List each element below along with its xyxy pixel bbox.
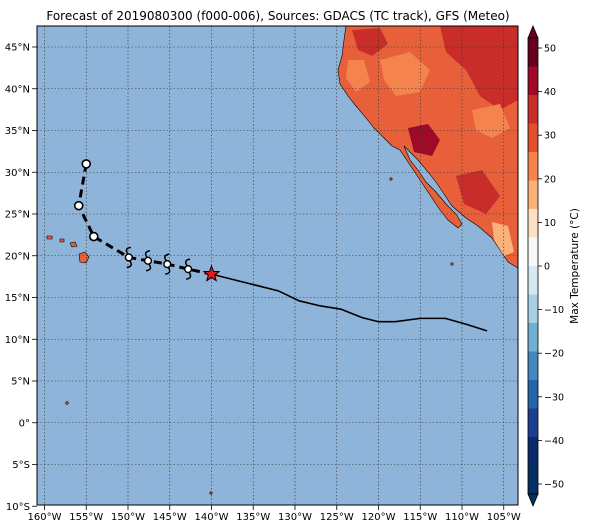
lat-tick-label: 0° <box>19 418 30 429</box>
island-small <box>65 401 69 405</box>
colorbar: 50 40 30 20 10 0 −10 −20 −30 −40 −50 <box>527 24 564 508</box>
past-track-line <box>211 273 488 332</box>
colorbar-tick-label: 10 <box>544 218 556 229</box>
island-small <box>389 177 393 181</box>
colorbar-segment <box>528 152 538 181</box>
temperature-patch <box>456 170 500 214</box>
cyclone-track <box>73 159 488 332</box>
hawaii-oahu <box>59 238 65 243</box>
hurricane-symbol-icon <box>143 250 153 272</box>
island-small <box>209 491 213 495</box>
colorbar-segment <box>528 209 538 238</box>
temperature-patch <box>380 52 430 96</box>
colorbar-segment <box>528 180 538 210</box>
colorbar-tick-label: −30 <box>544 392 564 403</box>
forecast-point-marker <box>81 159 92 169</box>
colorbar-tick-label: 0 <box>544 262 550 273</box>
colorbar-tick-label: 50 <box>544 44 556 55</box>
longitude-axis: 160°W 155°W 150°W 145°W 140°W 135°W 130°W 125°W… <box>28 505 521 523</box>
temperature-patch <box>346 60 370 92</box>
temperature-patches <box>346 26 518 256</box>
colorbar-tick-label: 40 <box>544 87 556 98</box>
lat-tick-label: 35°N <box>5 126 30 137</box>
hawaii-maui <box>69 241 78 248</box>
colorbar-tick-label: −50 <box>544 480 564 491</box>
lon-tick-label: 135°W <box>236 512 270 523</box>
colorbar-min-arrow <box>527 493 539 508</box>
lat-tick-label: 30°N <box>5 168 30 179</box>
colorbar-segment <box>528 95 538 124</box>
lat-tick-label: 5°S <box>12 460 30 471</box>
colorbar-tick-label: −40 <box>544 436 564 447</box>
colorbar-segment <box>528 437 538 466</box>
temperature-patch <box>440 26 518 110</box>
lon-tick-label: 115°W <box>403 512 437 523</box>
lat-tick-label: 20°N <box>5 251 30 262</box>
forecast-point-marker <box>88 231 99 242</box>
colorbar-segment <box>528 38 538 67</box>
colorbar-segment <box>528 408 538 438</box>
colorbar-tick-label: −10 <box>544 305 564 316</box>
lat-tick-label: 40°N <box>5 84 30 95</box>
lon-tick-label: 120°W <box>362 512 396 523</box>
lon-tick-label: 140°W <box>195 512 229 523</box>
hawaii-kauai <box>46 235 53 240</box>
graticule <box>37 26 518 505</box>
lon-tick-label: 105°W <box>487 512 521 523</box>
lat-tick-label: 10°S <box>6 502 30 513</box>
lat-tick-label: 10°N <box>5 335 30 346</box>
map-frame <box>36 25 519 506</box>
lon-tick-label: 155°W <box>69 512 103 523</box>
hurricane-symbol-icon <box>184 258 193 280</box>
colorbar-tick-label: −20 <box>544 349 564 360</box>
storm-position-star <box>202 264 221 282</box>
map-title: Forecast of 2019080300 (f000-006), Sourc… <box>46 9 509 23</box>
lat-tick-label: 15°N <box>5 293 30 304</box>
temperature-patch <box>472 104 510 138</box>
temperature-patch <box>408 124 440 156</box>
hurricane-symbol-icon <box>124 246 133 269</box>
island-small <box>450 262 454 266</box>
lon-tick-label: 125°W <box>320 512 354 523</box>
colorbar-segment <box>528 123 538 153</box>
lat-tick-label: 25°N <box>5 210 30 221</box>
lon-tick-label: 150°W <box>111 512 145 523</box>
lat-tick-label: 5°N <box>11 377 30 388</box>
colorbar-label: Max Temperature (°C) <box>569 208 581 324</box>
colorbar-tick-label: 30 <box>544 131 556 142</box>
colorbar-segment <box>528 66 538 96</box>
lon-tick-label: 130°W <box>278 512 312 523</box>
map-area <box>37 26 518 505</box>
colorbar-segment <box>528 351 538 381</box>
colorbar-segment <box>528 465 538 495</box>
colorbar-tick-label: 20 <box>544 174 556 185</box>
lat-tick-label: 45°N <box>5 43 30 54</box>
temperature-patch <box>492 222 514 256</box>
temperature-patch <box>352 28 388 56</box>
colorbar-segment <box>528 380 538 409</box>
colorbar-segment <box>528 237 538 267</box>
forecast-point-marker <box>73 200 84 211</box>
lon-tick-label: 145°W <box>153 512 187 523</box>
latitude-axis: 45°N 40°N 35°N 30°N 25°N 20°N 15°N 10°N 5°N 0° 5°S… <box>5 43 37 513</box>
colorbar-max-arrow <box>527 24 539 39</box>
hurricane-symbol-icon <box>163 253 172 275</box>
lon-tick-label: 110°W <box>445 512 479 523</box>
colorbar-segment <box>528 266 538 295</box>
colorbar-segment <box>528 323 538 352</box>
colorbar-segment <box>528 294 538 324</box>
lon-tick-label: 160°W <box>28 512 62 523</box>
